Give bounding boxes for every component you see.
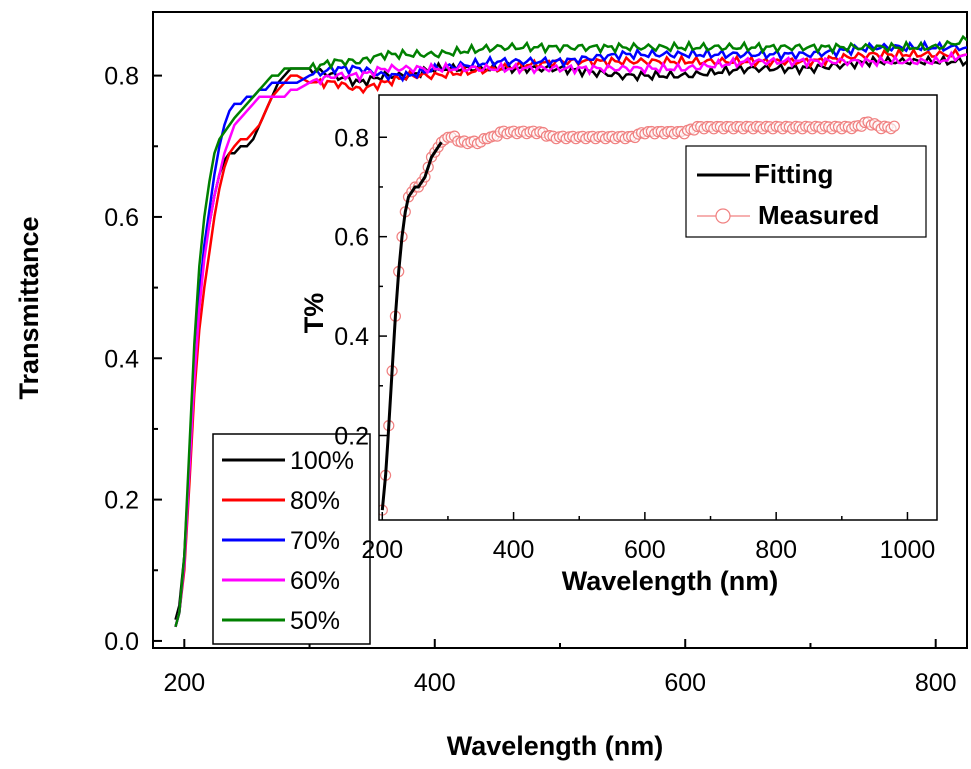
legend-label: 70% (290, 527, 340, 555)
measured-point (888, 120, 900, 132)
main-legend: 100% 80% 70% 60% 50% (212, 433, 371, 645)
main-y-axis-title: Transmittance (14, 216, 44, 399)
y-tick-label: 0.6 (104, 204, 139, 232)
series-line-50% (174, 34, 967, 628)
x-tick-label: 600 (664, 669, 706, 697)
main-x-axis-title: Wavelength (nm) (447, 731, 664, 761)
main-y-ticks: 0.0 0.2 0.4 0.6 0.8 (104, 63, 162, 656)
inset-x-tick-label: 200 (361, 536, 403, 564)
inset-y-tick-label: 0.4 (334, 323, 369, 351)
inset-y-ticks: 0.2 0.4 0.6 0.8 (334, 124, 387, 450)
legend-label: Fitting (754, 159, 833, 189)
inset-x-ticks: 200 400 600 800 1000 (361, 512, 935, 564)
y-tick-label: 0.2 (104, 487, 139, 515)
main-plot: 200 400 600 800 0.0 0.2 0.4 0.6 0.8 Wavelength … (14, 11, 968, 761)
series-line-Fitting (380, 141, 443, 511)
inset-x-tick-label: 400 (493, 536, 535, 564)
inset-x-axis-title: Wavelength (nm) (562, 566, 779, 596)
inset-x-tick-label: 600 (624, 536, 666, 564)
x-tick-label: 800 (915, 669, 957, 697)
legend-label: Measured (758, 200, 879, 230)
inset-legend: Fitting Measured (685, 145, 927, 238)
inset-y-tick-label: 0.2 (334, 422, 369, 450)
y-tick-label: 0.4 (104, 345, 139, 373)
inset-plot-frame (378, 94, 938, 521)
legend-label: 100% (290, 447, 354, 475)
inset-legend-items: Fitting Measured (697, 159, 879, 230)
legend-label: 60% (290, 567, 340, 595)
legend-label: 80% (290, 487, 340, 515)
y-tick-label: 0.0 (104, 628, 139, 656)
x-tick-label: 200 (163, 669, 205, 697)
y-tick-label: 0.8 (104, 63, 139, 91)
legend-label: 50% (290, 607, 340, 635)
inset-x-tick-label: 800 (755, 536, 797, 564)
main-x-ticks: 200 400 600 800 (163, 639, 957, 697)
main-legend-items: 100% 80% 70% 60% 50% (222, 447, 354, 635)
inset-y-axis-title: T% (299, 293, 329, 334)
inset-y-tick-label: 0.8 (334, 124, 369, 152)
series-line-60% (174, 50, 967, 628)
inset-x-tick-label: 1000 (880, 536, 936, 564)
inset-series-layer (379, 116, 900, 516)
main-series-layer (174, 34, 967, 628)
legend-marker-Measured (715, 208, 731, 224)
inset-y-tick-label: 0.6 (334, 224, 369, 252)
x-tick-label: 400 (414, 669, 456, 697)
